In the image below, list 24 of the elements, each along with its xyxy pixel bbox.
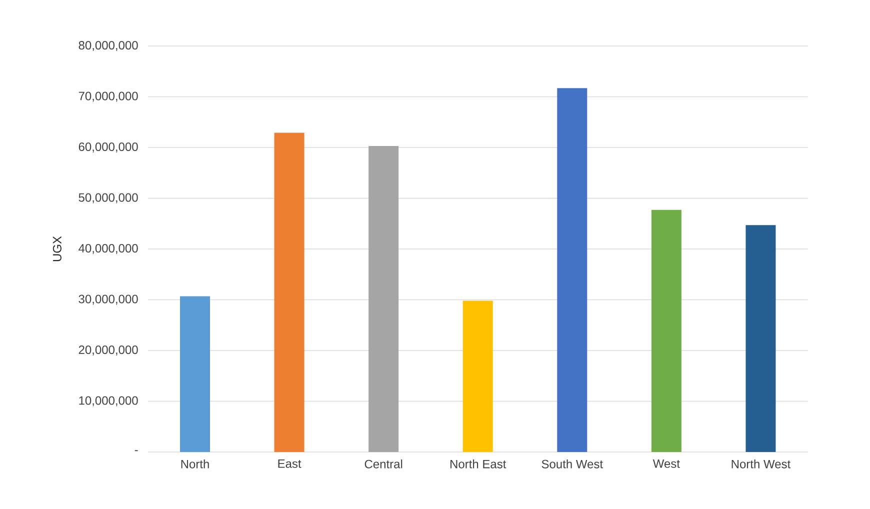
x-tick-label: North <box>181 460 209 468</box>
x-tick-label: North East <box>450 460 506 468</box>
bar <box>462 300 493 452</box>
y-tick-label: 20,000,000 <box>78 346 138 356</box>
y-axis-title: UGX <box>52 236 62 262</box>
y-tick-label: - <box>134 450 138 452</box>
bar <box>651 210 682 452</box>
y-tick-label: 60,000,000 <box>78 142 138 152</box>
x-tick-label: North West <box>732 460 791 468</box>
y-tick-label: 50,000,000 <box>78 193 138 204</box>
bar <box>180 296 210 452</box>
x-tick-label: Central <box>364 460 402 468</box>
bar <box>368 146 399 452</box>
y-tick-label: 10,000,000 <box>79 396 138 406</box>
x-tick-label: West <box>652 460 680 468</box>
bar <box>557 88 588 452</box>
bar <box>746 225 776 452</box>
x-tick-label: South West <box>542 460 603 468</box>
bar <box>274 132 304 452</box>
y-tick-label: 40,000,000 <box>78 244 138 254</box>
x-tick-label: East <box>278 460 302 468</box>
y-tick-label: 30,000,000 <box>78 294 138 305</box>
y-tick-label: 80,000,000 <box>78 41 138 51</box>
y-tick-label: 70,000,000 <box>78 92 138 102</box>
